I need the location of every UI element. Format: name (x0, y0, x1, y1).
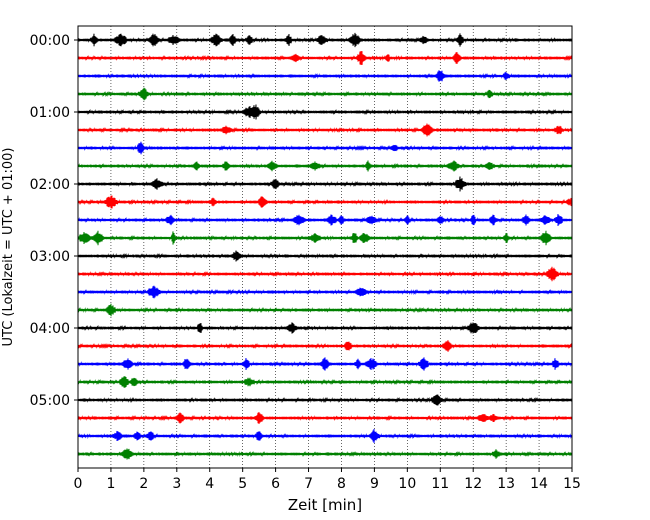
seismogram-trace-4 (77, 104, 573, 120)
y-tick-label: 03:00 (30, 249, 70, 265)
x-tick-label: 7 (304, 476, 313, 492)
seismogram-trace-22 (77, 428, 573, 444)
y-tick-label: 02:00 (30, 177, 70, 193)
seismogram-trace-2 (77, 70, 573, 82)
x-tick-label: 4 (205, 476, 214, 492)
seismogram-trace-16 (77, 322, 573, 334)
seismogram-trace-10 (77, 213, 573, 227)
y-axis-label: UTC (Lokalzeit = UTC + 01:00) (1, 148, 16, 347)
y-tick-label: 01:00 (30, 105, 70, 121)
x-tick-label: 3 (172, 476, 181, 492)
seismogram-trace-5 (77, 123, 573, 137)
seismogram-trace-19 (77, 376, 573, 388)
seismogram-trace-8 (77, 176, 573, 192)
x-tick-label: 9 (370, 476, 379, 492)
x-tick-label: 6 (271, 476, 280, 492)
x-axis-ticks: 0 1 2 3 4 5 6 7 8 9 10 11 12 13 14 15 (74, 468, 581, 492)
x-tick-label: 2 (139, 476, 148, 492)
x-tick-label: 14 (530, 476, 548, 492)
x-tick-label: 1 (106, 476, 115, 492)
plot-frame (77, 25, 573, 469)
y-tick-label: 05:00 (30, 393, 70, 409)
x-tick-label: 5 (238, 476, 247, 492)
y-tick-label: 00:00 (30, 33, 70, 49)
x-tick-label: 12 (464, 476, 482, 492)
x-tick-label: 13 (497, 476, 515, 492)
seismogram-trace-9 (77, 195, 573, 209)
x-tick-label: 8 (337, 476, 346, 492)
x-tick-label: 11 (431, 476, 449, 492)
x-tick-label: 0 (74, 476, 83, 492)
seismogram-trace-11 (77, 230, 573, 246)
seismogram-trace-1 (77, 51, 573, 65)
seismogram-trace-23 (77, 448, 573, 460)
x-tick-label: 10 (398, 476, 416, 492)
seismogram-traces (77, 32, 573, 460)
seismogram-trace-13 (77, 266, 573, 282)
seismogram-trace-12 (77, 250, 573, 262)
seismogram-trace-20 (77, 394, 573, 406)
y-tick-label: 04:00 (30, 321, 70, 337)
seismogram-trace-21 (77, 412, 573, 424)
x-axis-label: Zeit [min] (288, 496, 362, 514)
x-tick-label: 15 (563, 476, 581, 492)
seismogram-trace-7 (77, 160, 573, 172)
seismogram-trace-14 (77, 285, 573, 299)
y-axis-ticks: 00:00 01:00 02:00 03:00 04:00 05:00 (30, 33, 78, 409)
seismogram-trace-17 (77, 340, 573, 352)
seismogram-trace-3 (77, 87, 573, 101)
seismogram-trace-15 (77, 303, 573, 317)
seismogram-trace-0 (77, 32, 573, 48)
seismogram-trace-6 (77, 141, 573, 155)
seismogram-trace-18 (77, 357, 573, 371)
